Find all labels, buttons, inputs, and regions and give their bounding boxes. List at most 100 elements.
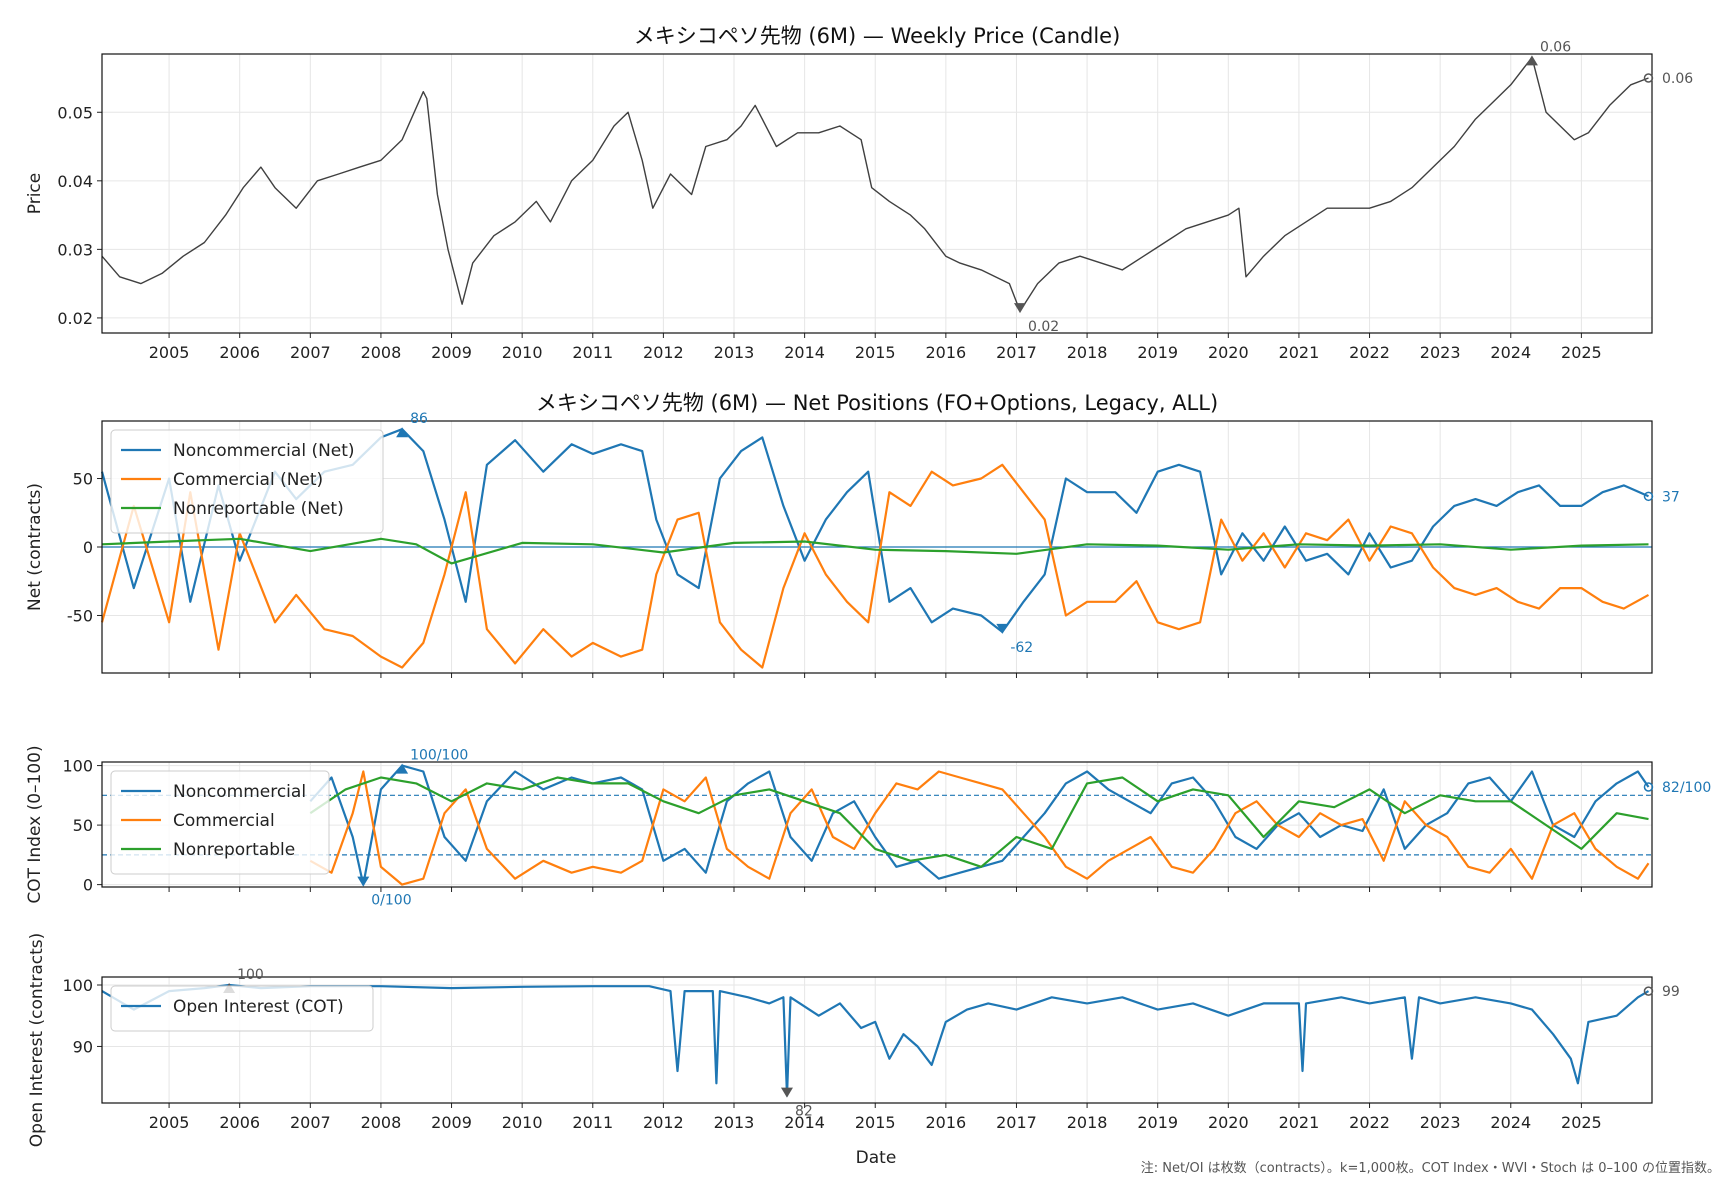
- legend-label: Nonreportable: [173, 840, 295, 860]
- chart-title: メキシコペソ先物 (6M) — Weekly Price (Candle): [634, 24, 1121, 48]
- legend-label: Noncommercial: [173, 782, 306, 802]
- min-label: 0/100: [371, 893, 411, 909]
- y-tick-label: 0.05: [57, 103, 93, 122]
- plot-frame: [101, 53, 1653, 334]
- max-label: 86: [410, 411, 428, 427]
- y-tick-label: 100: [62, 757, 93, 776]
- y-tick-label: 90: [73, 1037, 93, 1056]
- series-line-nonreportable: [309, 776, 1649, 868]
- y-axis-label: COT Index (0–100): [25, 745, 45, 903]
- last-marker: [1643, 491, 1654, 502]
- last-marker: [1643, 986, 1654, 996]
- chart-title: メキシコペソ先物 (6M) — Net Positions (FO+Option…: [536, 391, 1218, 415]
- series-line-noncommercial: [309, 764, 1650, 886]
- last-marker: [1643, 73, 1654, 83]
- y-tick-label: 0: [83, 876, 93, 895]
- x-tick-label: 2017: [996, 1113, 1037, 1132]
- x-tick-label: 2007: [290, 343, 331, 362]
- series-line-noncommercial: [101, 983, 1650, 1097]
- chart-panel-3: 0 50 100 COT Index (0–100) 100/100 0/100 82/10…: [25, 745, 1711, 908]
- last-label: 99: [1662, 984, 1680, 1000]
- x-tick-label: 2010: [502, 343, 543, 362]
- x-tick-label: 2007: [290, 1113, 331, 1132]
- chart-panel-2: -50 0 50 メキシコペソ先物 (6M) — Net Positions (FO+…: [25, 391, 1680, 678]
- max-marker: [396, 427, 409, 438]
- min-label: 0.02: [1028, 319, 1059, 335]
- x-tick-label: 2016: [925, 1113, 966, 1132]
- last-label: 0.06: [1662, 71, 1693, 87]
- min-label: -62: [1010, 640, 1033, 656]
- legend-label: Commercial: [173, 811, 275, 831]
- y-tick-label: -50: [67, 606, 93, 625]
- legend-label: Commercial (Net): [173, 470, 323, 490]
- max-label: 100/100: [410, 748, 468, 764]
- x-tick-label: 2009: [431, 1113, 472, 1132]
- series-line-commercial: [309, 770, 1650, 886]
- chart-panel-1: 2005 2006 2007 2008 2009 2010 2011 2012 2013 2014…: [25, 24, 1693, 362]
- legend: Noncommercial Commercial Nonreportable: [110, 770, 330, 875]
- x-tick-label: 2017: [996, 343, 1037, 362]
- max-marker: [396, 763, 409, 774]
- legend-label: Open Interest (COT): [173, 997, 344, 1017]
- x-tick-label: 2009: [431, 343, 472, 362]
- series-line-noncommercial: [100, 428, 1649, 634]
- x-tick-label: 2014: [784, 343, 825, 362]
- x-tick-label: 2018: [1067, 343, 1108, 362]
- x-tick-label: 2015: [855, 1113, 896, 1132]
- x-tick-label: 2025: [1561, 1113, 1602, 1132]
- x-tick-label: 2025: [1561, 343, 1602, 362]
- x-tick-label: 2021: [1279, 1113, 1320, 1132]
- last-label: 37: [1662, 489, 1680, 505]
- x-tick-label: 2008: [361, 343, 402, 362]
- chart-panel-4: 2005 2006 2007 2008 2009 2010 2011 2012 2013 2014…: [27, 933, 1680, 1147]
- y-tick-label: 0: [83, 538, 93, 557]
- x-tick-label: 2006: [219, 343, 260, 362]
- x-tick-label: 2021: [1279, 343, 1320, 362]
- y-tick-label: 100: [62, 976, 93, 995]
- x-axis-label: Date: [856, 1148, 897, 1168]
- max-label: 100: [237, 967, 264, 983]
- max-label: 0.06: [1540, 39, 1571, 55]
- min-label: 82: [795, 1104, 813, 1120]
- legend-label: Noncommercial (Net): [173, 441, 355, 461]
- series-line-price: [101, 56, 1649, 312]
- legend: Noncommercial (Net) Commercial (Net) Nonre…: [110, 429, 384, 534]
- min-marker: [357, 876, 370, 887]
- x-tick-label: 2012: [643, 1113, 684, 1132]
- series-line-commercial: [100, 463, 1650, 669]
- x-tick-label: 2024: [1490, 1113, 1531, 1132]
- x-tick-label: 2023: [1420, 1113, 1461, 1132]
- legend-box: [110, 770, 330, 875]
- plot-frame: [101, 761, 1653, 888]
- x-tick-label: 2014: [784, 1113, 825, 1132]
- min-marker: [996, 623, 1009, 634]
- x-tick-label: 2005: [149, 343, 190, 362]
- x-tick-label: 2005: [149, 1113, 190, 1132]
- max-marker: [1525, 55, 1538, 66]
- x-tick-label: 2023: [1420, 343, 1461, 362]
- x-tick-label: 2013: [714, 1113, 755, 1132]
- x-tick-label: 2016: [925, 343, 966, 362]
- x-tick-label: 2020: [1208, 1113, 1249, 1132]
- legend: Open Interest (COT): [110, 985, 374, 1032]
- x-tick-label: 2020: [1208, 343, 1249, 362]
- plot-frame: [101, 976, 1653, 1104]
- last-label: 82/100: [1662, 780, 1711, 796]
- x-tick-label: 2022: [1349, 1113, 1390, 1132]
- y-axis-label: Net (contracts): [25, 483, 45, 611]
- y-tick-label: 50: [73, 816, 93, 835]
- x-tick-label: 2024: [1490, 343, 1531, 362]
- last-marker: [1643, 782, 1654, 792]
- series-line-nonreportable: [101, 537, 1649, 565]
- x-tick-label: 2022: [1349, 343, 1390, 362]
- x-tick-label: 2006: [219, 1113, 260, 1132]
- x-tick-label: 2010: [502, 1113, 543, 1132]
- x-tick-label: 2013: [714, 343, 755, 362]
- x-tick-label: 2018: [1067, 1113, 1108, 1132]
- x-tick-label: 2012: [643, 343, 684, 362]
- x-tick-label: 2019: [1137, 343, 1178, 362]
- legend-label: Nonreportable (Net): [173, 499, 344, 519]
- legend-box: [110, 985, 374, 1032]
- y-tick-label: 50: [73, 470, 93, 489]
